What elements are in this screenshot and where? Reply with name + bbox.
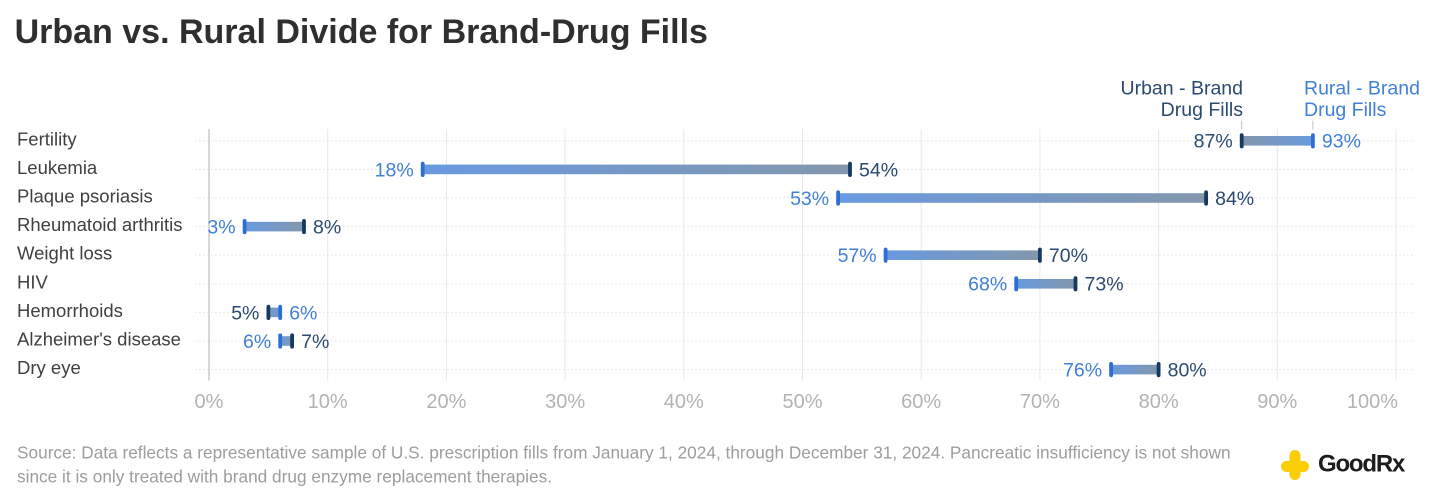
svg-text:30%: 30% (545, 391, 585, 413)
svg-text:Plaque psoriasis: Plaque psoriasis (17, 186, 153, 207)
svg-text:7%: 7% (301, 331, 329, 353)
svg-text:70%: 70% (1020, 391, 1060, 413)
svg-text:6%: 6% (243, 331, 271, 353)
svg-text:100%: 100% (1347, 391, 1398, 413)
svg-text:18%: 18% (375, 159, 414, 181)
svg-text:80%: 80% (1168, 360, 1207, 382)
svg-text:10%: 10% (308, 391, 348, 413)
svg-text:Source: Data reflects a repres: Source: Data reflects a representative s… (17, 442, 1231, 462)
svg-text:84%: 84% (1215, 188, 1254, 210)
svg-text:60%: 60% (901, 391, 941, 413)
svg-text:80%: 80% (1139, 391, 1179, 413)
svg-text:Alzheimer's disease: Alzheimer's disease (17, 329, 181, 350)
svg-text:Dry eye: Dry eye (17, 357, 81, 378)
svg-text:93%: 93% (1322, 131, 1361, 153)
svg-text:20%: 20% (426, 391, 466, 413)
svg-text:73%: 73% (1085, 274, 1124, 296)
svg-text:Fertility: Fertility (17, 128, 77, 149)
svg-text:Urban vs. Rural Divide for Bra: Urban vs. Rural Divide for Brand-Drug Fi… (15, 13, 708, 51)
svg-text:8%: 8% (313, 217, 341, 239)
svg-text:6%: 6% (289, 302, 317, 324)
svg-text:Hemorrhoids: Hemorrhoids (17, 300, 123, 321)
svg-text:5%: 5% (231, 302, 259, 324)
svg-text:53%: 53% (790, 188, 829, 210)
svg-text:HIV: HIV (17, 271, 49, 292)
svg-text:40%: 40% (664, 391, 704, 413)
svg-text:70%: 70% (1049, 245, 1088, 267)
svg-text:since it is only treated with: since it is only treated with brand drug… (17, 467, 552, 487)
svg-text:90%: 90% (1257, 391, 1297, 413)
svg-text:Weight loss: Weight loss (17, 243, 112, 264)
svg-text:Urban - Brand: Urban - Brand (1121, 78, 1243, 100)
svg-text:50%: 50% (782, 391, 822, 413)
svg-text:Rural - Brand: Rural - Brand (1304, 78, 1420, 100)
svg-text:87%: 87% (1194, 131, 1233, 153)
svg-text:Leukemia: Leukemia (17, 157, 98, 178)
svg-text:0%: 0% (195, 391, 224, 413)
svg-text:68%: 68% (968, 274, 1007, 296)
svg-text:76%: 76% (1063, 360, 1102, 382)
svg-text:Drug Fills: Drug Fills (1304, 99, 1387, 121)
svg-text:Drug Fills: Drug Fills (1161, 99, 1244, 121)
svg-text:54%: 54% (859, 159, 898, 181)
svg-text:Rheumatoid arthritis: Rheumatoid arthritis (17, 214, 183, 235)
svg-text:GoodRx: GoodRx (1318, 451, 1406, 478)
svg-text:57%: 57% (838, 245, 877, 267)
svg-text:3%: 3% (207, 217, 235, 239)
